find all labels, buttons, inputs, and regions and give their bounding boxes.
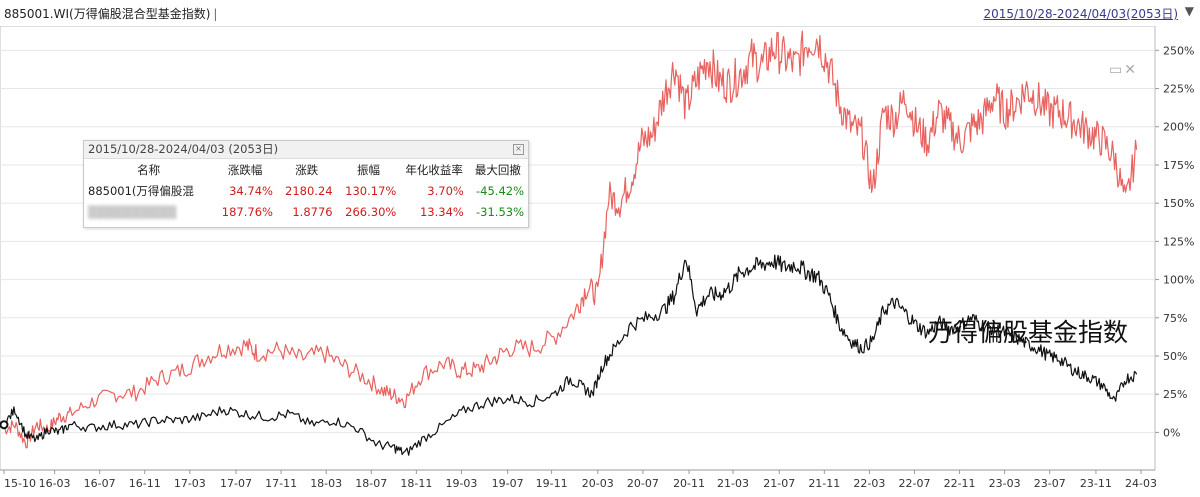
amplitude-cell: 266.30% bbox=[345, 204, 397, 219]
series-line-red bbox=[3, 30, 1138, 449]
x-tick-label: 22-03 bbox=[853, 477, 885, 490]
x-tick-label: 17-11 bbox=[265, 477, 297, 490]
column-header: 涨跌幅 bbox=[227, 162, 263, 177]
date-range-selector[interactable]: 2015/10/28-2024/04/03(2053日) bbox=[983, 7, 1178, 21]
x-tick-label: 20-03 bbox=[582, 477, 614, 490]
close-icon[interactable]: ✕ bbox=[1124, 62, 1138, 78]
change-pct-cell: 187.76% bbox=[221, 204, 273, 219]
x-tick-label: 18-03 bbox=[310, 477, 342, 490]
column-header: 年化收益率 bbox=[405, 162, 463, 177]
stats-table: 名称 涨跌幅 涨跌 振幅 年化收益率 最大回撤 885001(万得偏股混 34.… bbox=[84, 159, 528, 222]
column-header: 涨跌 bbox=[295, 162, 319, 177]
y-tick-label: 100% bbox=[1163, 274, 1194, 287]
y-tick-label: 225% bbox=[1163, 83, 1194, 96]
chart-title: 885001.WI(万得偏股混合型基金指数) | bbox=[4, 5, 217, 22]
y-tick-label: 75% bbox=[1163, 312, 1187, 325]
plot-frame bbox=[0, 26, 1156, 471]
column-header: 最大回撤 bbox=[474, 162, 521, 177]
header-bar: 885001.WI(万得偏股混合型基金指数) | 2015/10/28-2024/… bbox=[0, 0, 1200, 26]
y-tick-label: 150% bbox=[1163, 197, 1194, 210]
close-icon[interactable]: × bbox=[513, 144, 524, 155]
y-tick-label: 0% bbox=[1163, 426, 1180, 439]
chart-area[interactable]: 0% 25% 50% 75% 100% 125% 150% 175% 200% 225% 250% 1… bbox=[0, 26, 1200, 497]
y-tick-label: 125% bbox=[1163, 235, 1194, 248]
column-header: 振幅 bbox=[356, 162, 380, 177]
maximize-icon[interactable]: ▭ bbox=[1109, 62, 1125, 78]
stats-panel: 2015/10/28-2024/04/03 (2053日) × 名称 涨跌幅 涨… bbox=[83, 140, 529, 228]
y-tick-label: 200% bbox=[1163, 121, 1194, 134]
x-tick-label: 21-07 bbox=[763, 477, 795, 490]
x-tick-label: 18-11 bbox=[400, 477, 432, 490]
max-drawdown-cell: -45.42% bbox=[476, 183, 524, 198]
x-tick-label: 24-03 bbox=[1125, 477, 1157, 490]
amplitude-cell: 130.17% bbox=[345, 183, 397, 198]
table-row[interactable]: ▒▒▒▒▒▒▒▒▒▒ 187.76% 1.8776 266.30% 13.34%… bbox=[84, 201, 528, 222]
x-tick-label: 18-07 bbox=[355, 477, 387, 490]
series-line-black bbox=[3, 254, 1138, 456]
x-tick-label: 16-07 bbox=[84, 477, 116, 490]
change-cell: 1.8776 bbox=[292, 204, 333, 219]
y-tick-label: 25% bbox=[1163, 388, 1187, 401]
x-tick-label: 19-03 bbox=[445, 477, 477, 490]
x-tick-label: 17-03 bbox=[174, 477, 206, 490]
x-tick-label: 16-03 bbox=[39, 477, 71, 490]
stats-panel-header: 2015/10/28-2024/04/03 (2053日) × bbox=[84, 141, 528, 159]
change-pct-cell: 34.74% bbox=[229, 183, 273, 198]
y-tick-label: 175% bbox=[1163, 159, 1194, 172]
x-tick-label: 23-07 bbox=[1034, 477, 1066, 490]
x-tick-label: 21-11 bbox=[808, 477, 840, 490]
column-header: 名称 bbox=[137, 162, 161, 177]
x-tick-label: 19-07 bbox=[492, 477, 524, 490]
line-chart[interactable]: 0% 25% 50% 75% 100% 125% 150% 175% 200% 225% 250% 1… bbox=[0, 26, 1200, 497]
y-tick-label: 250% bbox=[1163, 44, 1194, 57]
x-tick-label: 22-11 bbox=[944, 477, 976, 490]
x-tick-label: 17-07 bbox=[220, 477, 252, 490]
annual-return-cell: 13.34% bbox=[419, 204, 464, 219]
max-drawdown-cell: -31.53% bbox=[476, 204, 524, 219]
x-tick-label: 20-11 bbox=[673, 477, 705, 490]
x-tick-label: 15-10 bbox=[4, 477, 36, 490]
stats-header-row: 名称 涨跌幅 涨跌 振幅 年化收益率 最大回撤 bbox=[84, 159, 528, 180]
chart-window-controls: ▭✕ bbox=[1109, 62, 1138, 78]
stats-panel-title: 2015/10/28-2024/04/03 (2053日) bbox=[88, 142, 279, 156]
x-tick-label: 23-11 bbox=[1080, 477, 1112, 490]
x-tick-label: 23-03 bbox=[989, 477, 1021, 490]
annual-return-cell: 3.70% bbox=[427, 183, 464, 198]
table-row[interactable]: 885001(万得偏股混 34.74% 2180.24 130.17% 3.70… bbox=[84, 180, 528, 201]
x-tick-label: 20-07 bbox=[627, 477, 659, 490]
title-separator: | bbox=[213, 7, 218, 21]
x-tick-label: 21-03 bbox=[717, 477, 749, 490]
start-marker bbox=[0, 420, 9, 430]
x-tick-label: 22-07 bbox=[898, 477, 930, 490]
x-tick-label: 19-11 bbox=[536, 477, 568, 490]
row-name: 885001(万得偏股混 bbox=[88, 183, 194, 198]
y-tick-label: 50% bbox=[1163, 350, 1187, 363]
index-watermark: 万得偏股基金指数 bbox=[928, 318, 1129, 347]
chevron-down-icon[interactable]: ▼ bbox=[1184, 4, 1194, 18]
x-tick-label: 16-11 bbox=[129, 477, 161, 490]
row-name-redacted: ▒▒▒▒▒▒▒▒▒▒ bbox=[88, 204, 177, 219]
index-title: 885001.WI(万得偏股混合型基金指数) bbox=[4, 7, 211, 21]
change-cell: 2180.24 bbox=[285, 183, 333, 198]
